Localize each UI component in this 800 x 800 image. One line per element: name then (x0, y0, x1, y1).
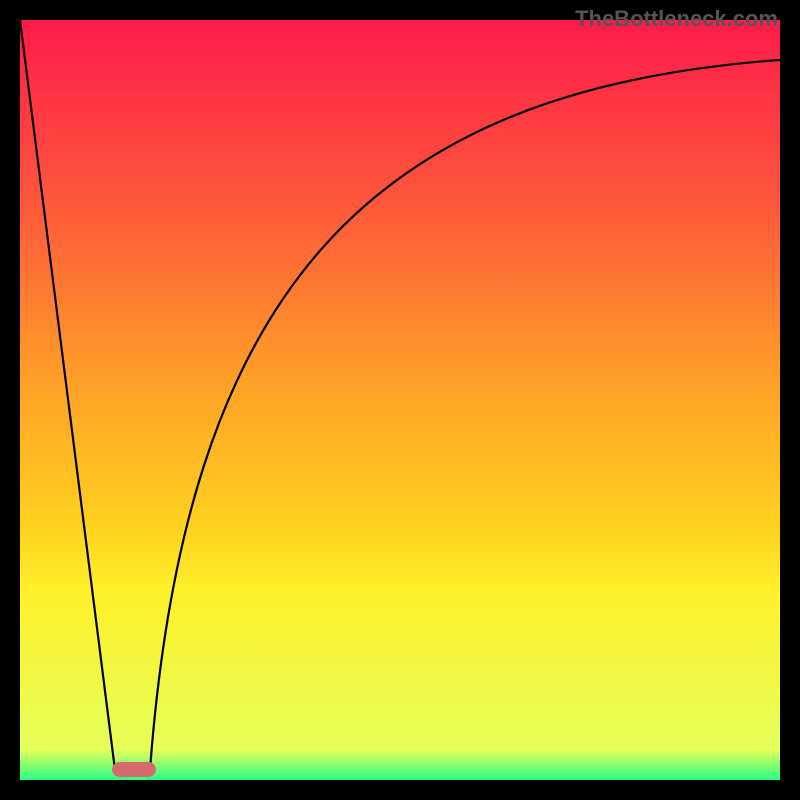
curve-left-segment (20, 20, 115, 770)
bottleneck-curve (0, 0, 800, 800)
curve-right-segment (150, 60, 780, 770)
watermark-text: TheBottleneck.com (575, 6, 778, 32)
optimal-marker (112, 762, 156, 777)
chart-frame: TheBottleneck.com (0, 0, 800, 800)
